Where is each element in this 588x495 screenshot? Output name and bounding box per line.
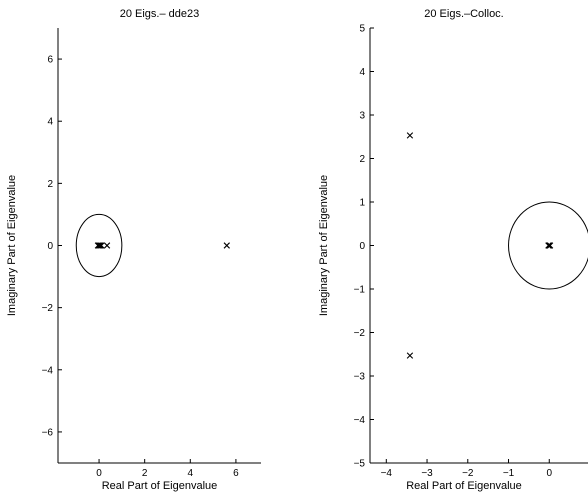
y-tick-label: 2 bbox=[47, 179, 53, 190]
eigenvalue-point bbox=[406, 132, 414, 139]
y-tick-label: 0 bbox=[47, 241, 53, 252]
x-tick-label: 0 bbox=[96, 468, 102, 479]
eigenvalue-point bbox=[546, 242, 554, 249]
eigenvalue-point bbox=[546, 242, 553, 249]
y-tick-label: 0 bbox=[359, 241, 365, 252]
chart-title: 20 Eigs.–Colloc. bbox=[424, 8, 504, 20]
y-tick-label: 3 bbox=[359, 111, 365, 122]
unit-circle bbox=[75, 213, 123, 278]
y-tick-label: −2 bbox=[354, 328, 366, 339]
y-tick-label: −5 bbox=[354, 459, 366, 470]
y-tick-label: 1 bbox=[359, 198, 365, 209]
eigenvalue-point bbox=[223, 242, 230, 249]
y-tick-label: −3 bbox=[354, 372, 366, 383]
y-tick-label: −1 bbox=[354, 285, 366, 296]
x-tick-label: −4 bbox=[381, 468, 393, 479]
chart-2: −4 −3 −2 −1 0 −5 −4 −3 −2 −1 0 1 2 3 4 5 20 Eigs.–Colloc… bbox=[318, 8, 588, 492]
y-tick-label: 5 bbox=[359, 24, 365, 35]
y-tick-label: −6 bbox=[42, 427, 54, 438]
y-tick-label: 6 bbox=[47, 55, 53, 66]
x-tick-label: −1 bbox=[503, 468, 515, 479]
x-axis-label: Real Part of Eigenvalue bbox=[102, 480, 218, 492]
x-tick-label: 6 bbox=[233, 468, 239, 479]
x-tick-label: −2 bbox=[462, 468, 474, 479]
y-tick-label: −2 bbox=[42, 303, 54, 314]
eigenvalue-point bbox=[98, 242, 105, 249]
y-axis-label: Imaginary Part of Eigenvalue bbox=[318, 175, 330, 316]
y-tick-label: −4 bbox=[42, 365, 54, 376]
eigenvalue-point bbox=[406, 352, 414, 359]
y-tick-label: 4 bbox=[359, 67, 365, 78]
x-tick-label: −3 bbox=[421, 468, 433, 479]
x-tick-label: 4 bbox=[188, 468, 194, 479]
eigenvalue-point bbox=[103, 242, 111, 249]
x-tick-label: 2 bbox=[142, 468, 148, 479]
x-axis-label: Real Part of Eigenvalue bbox=[406, 480, 522, 492]
x-tick-label: 0 bbox=[546, 468, 552, 479]
y-tick-label: 4 bbox=[47, 117, 53, 128]
eigenvalue-point bbox=[95, 242, 103, 249]
chart-1: 0 2 4 6 −6 −4 −2 0 2 4 6 20 Eigs.– dde23 Real Part o… bbox=[6, 8, 261, 492]
y-tick-label: −4 bbox=[354, 415, 366, 426]
eigenvalue-point bbox=[97, 242, 104, 249]
eigenvalue-point bbox=[545, 242, 552, 249]
unit-circle bbox=[508, 201, 588, 290]
y-tick-label: 2 bbox=[359, 154, 365, 165]
chart-title: 20 Eigs.– dde23 bbox=[120, 8, 200, 20]
y-axis-label: Imaginary Part of Eigenvalue bbox=[6, 175, 18, 316]
